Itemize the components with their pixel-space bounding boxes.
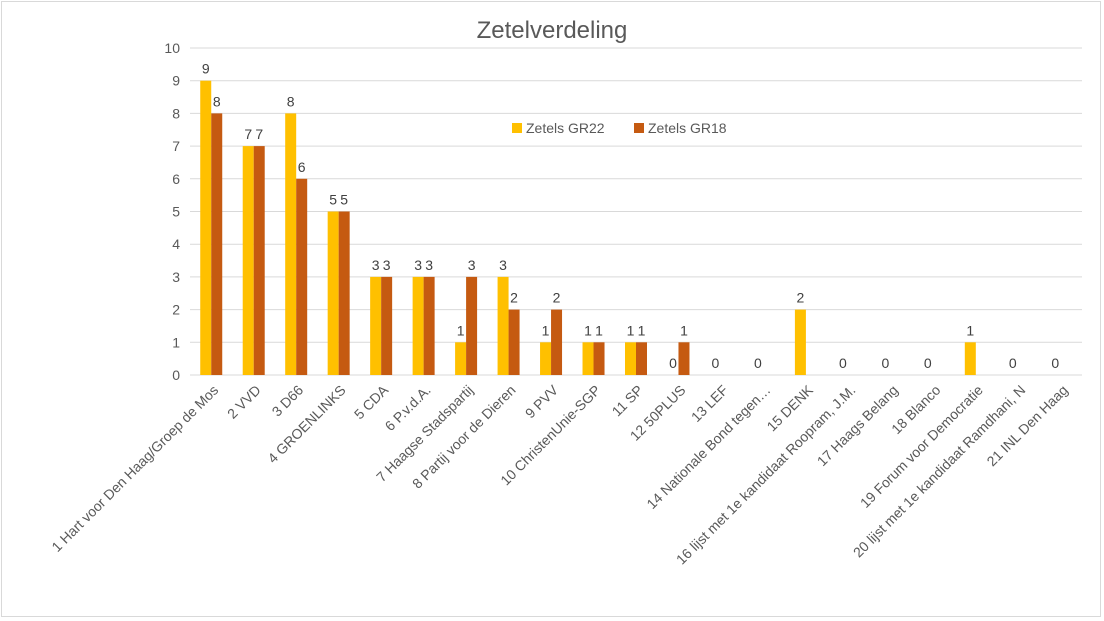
category-label: 21 INL Den Haag — [983, 382, 1070, 469]
data-label: 2 — [797, 290, 805, 306]
bar[interactable] — [423, 276, 435, 375]
bar[interactable] — [625, 342, 636, 375]
gridlines — [190, 47, 1082, 376]
bar[interactable] — [497, 276, 509, 375]
data-label: 3 — [372, 257, 380, 273]
y-tick-label: 5 — [172, 204, 180, 220]
bar[interactable] — [338, 211, 350, 376]
bar[interactable] — [551, 309, 563, 375]
data-label: 1 — [584, 322, 592, 338]
data-label: 0 — [1051, 355, 1059, 371]
data-label: 9 — [202, 61, 210, 77]
y-tick-label: 1 — [172, 334, 180, 350]
data-label: 0 — [712, 355, 720, 371]
y-tick-label: 6 — [172, 171, 180, 187]
bar[interactable] — [455, 342, 467, 375]
bar[interactable] — [296, 178, 308, 375]
category-label: 3 D66 — [269, 382, 307, 420]
data-label: 1 — [638, 322, 646, 338]
data-label: 1 — [680, 322, 688, 338]
data-label: 0 — [839, 355, 847, 371]
y-tick-label: 3 — [172, 269, 180, 285]
bar[interactable] — [582, 342, 594, 375]
category-label: 1 Hart voor Den Haag/Groep de Mos — [48, 382, 221, 555]
bar[interactable] — [327, 211, 339, 376]
bar[interactable] — [508, 309, 520, 375]
bar[interactable] — [200, 80, 212, 375]
bar[interactable] — [964, 342, 976, 375]
data-label: 8 — [213, 93, 221, 109]
data-label: 0 — [1009, 355, 1017, 371]
data-label: 1 — [627, 322, 635, 338]
y-tick-label: 10 — [164, 40, 180, 56]
data-label: 3 — [425, 257, 433, 273]
bar[interactable] — [211, 113, 223, 376]
data-label: 3 — [499, 257, 507, 273]
bar[interactable] — [678, 342, 690, 375]
legend-label: Zetels GR18 — [648, 120, 727, 136]
bar[interactable] — [381, 276, 393, 375]
y-tick-label: 7 — [172, 138, 180, 154]
bar[interactable] — [636, 342, 647, 375]
category-label: 11 SP — [609, 382, 647, 420]
legend-swatch — [634, 123, 644, 133]
data-label: 3 — [468, 257, 476, 273]
bar[interactable] — [242, 146, 254, 375]
legend-swatch — [512, 123, 522, 133]
data-label: 3 — [383, 257, 391, 273]
data-label: 2 — [510, 290, 518, 306]
bar[interactable] — [540, 342, 552, 375]
bar[interactable] — [370, 276, 382, 375]
y-tick-label: 9 — [172, 73, 180, 89]
category-label: 4 GROENLINKS — [264, 382, 348, 466]
bar[interactable] — [412, 276, 424, 375]
data-label: 1 — [457, 322, 465, 338]
bars — [200, 80, 976, 376]
bar[interactable] — [253, 146, 265, 375]
bar[interactable] — [593, 342, 605, 375]
legend-label: Zetels GR22 — [526, 120, 605, 136]
data-label: 7 — [244, 126, 252, 142]
y-tick-label: 2 — [172, 302, 180, 318]
bar[interactable] — [285, 113, 297, 376]
data-label: 0 — [669, 355, 677, 371]
y-tick-label: 8 — [172, 105, 180, 121]
data-label: 5 — [329, 192, 337, 208]
data-label: 6 — [298, 159, 306, 175]
y-tick-label: 0 — [172, 367, 180, 383]
category-label: 9 PVV — [522, 381, 562, 421]
data-label: 1 — [595, 322, 603, 338]
bar[interactable] — [794, 309, 806, 375]
category-label: 5 CDA — [351, 381, 392, 422]
data-label: 0 — [881, 355, 889, 371]
data-label: 7 — [255, 126, 263, 142]
data-label: 1 — [966, 322, 974, 338]
chart-title: Zetelverdeling — [477, 17, 628, 44]
data-label: 3 — [414, 257, 422, 273]
data-label: 2 — [553, 290, 561, 306]
bar[interactable] — [466, 276, 478, 375]
data-label: 8 — [287, 93, 295, 109]
y-axis-ticks: 0 1 2 3 4 5 6 7 8 9 10 — [164, 40, 180, 383]
data-label: 0 — [754, 355, 762, 371]
data-label: 5 — [340, 192, 348, 208]
category-labels: 1 Hart voor Den Haag/Groep de Mos 2 VVD 3 … — [48, 381, 1071, 567]
legend[interactable]: Zetels GR22 Zetels GR18 — [512, 120, 727, 136]
category-label: 2 VVD — [224, 382, 264, 422]
data-label: 0 — [924, 355, 932, 371]
y-tick-label: 4 — [172, 236, 180, 252]
data-label: 1 — [542, 322, 550, 338]
